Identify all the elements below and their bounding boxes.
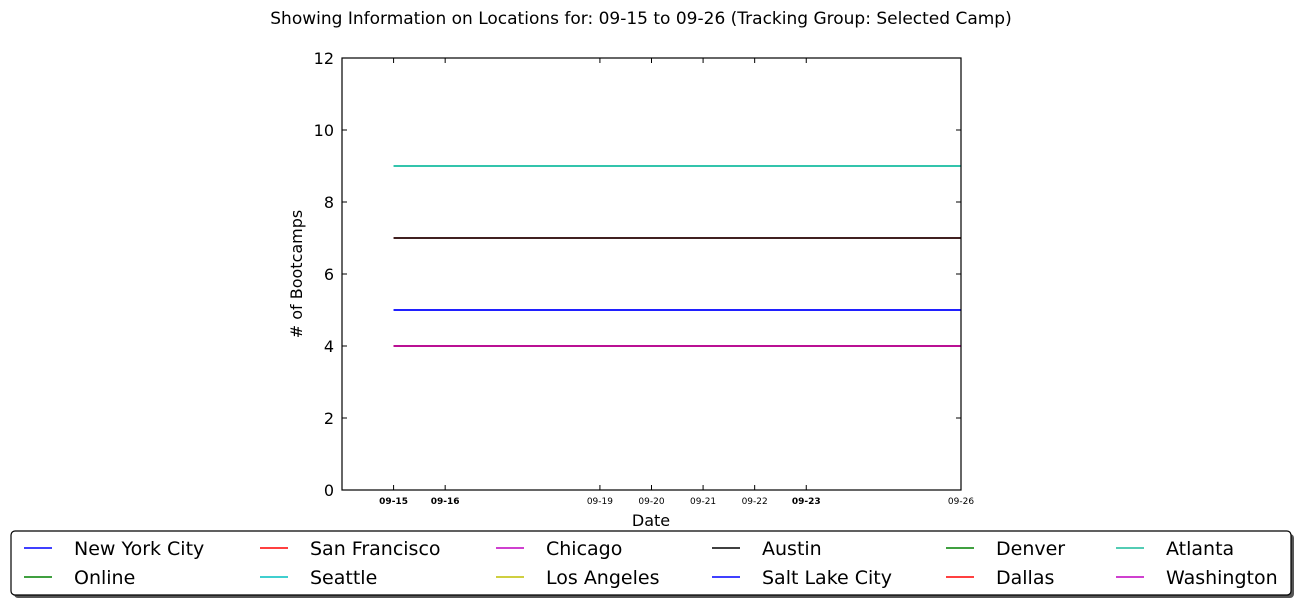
- chart-title: Showing Information on Locations for: 09…: [270, 9, 1011, 29]
- y-tick-label: 12: [314, 49, 334, 68]
- x-tick-label: 09-19: [587, 497, 613, 507]
- legend-label-denver: Denver: [996, 538, 1065, 560]
- legend-label-washington: Washington: [1166, 567, 1278, 589]
- legend-label-new-york-city: New York City: [74, 538, 204, 560]
- x-tick-label: 09-20: [638, 497, 664, 507]
- legend-label-online: Online: [74, 567, 135, 589]
- legend-label-seattle: Seattle: [310, 567, 377, 589]
- y-tick-label: 6: [324, 265, 334, 284]
- y-tick-label: 2: [324, 409, 334, 428]
- y-tick-label: 0: [324, 481, 334, 500]
- y-tick-label: 10: [314, 121, 334, 140]
- x-tick-label: 09-21: [690, 497, 716, 507]
- legend-box: [10, 530, 1292, 596]
- legend: New York City Online San Francisco Seattle C…: [24, 538, 1278, 589]
- y-axis-ticks: 0 2 4 6 8 10 12: [314, 49, 961, 500]
- legend-label-dallas: Dallas: [996, 567, 1054, 589]
- legend-label-chicago: Chicago: [546, 538, 622, 560]
- plot-frame: [341, 57, 962, 491]
- x-tick-label: 09-23: [792, 497, 821, 507]
- x-tick-label: 09-22: [742, 497, 768, 507]
- y-axis-label: # of Bootcamps: [287, 210, 306, 339]
- legend-label-los-angeles: Los Angeles: [546, 567, 659, 589]
- x-axis-label: Date: [632, 511, 670, 530]
- x-tick-label: 09-15: [379, 497, 408, 507]
- legend-label-atlanta: Atlanta: [1166, 538, 1234, 560]
- series-lines: [393, 165, 961, 347]
- plot-area: [342, 58, 961, 490]
- x-tick-label: 09-16: [431, 497, 460, 507]
- legend-label-san-francisco: San Francisco: [310, 538, 441, 560]
- x-tick-label: 09-26: [948, 497, 974, 507]
- y-tick-label: 8: [324, 193, 334, 212]
- legend-label-salt-lake-city: Salt Lake City: [762, 567, 892, 589]
- legend-label-austin: Austin: [762, 538, 822, 560]
- y-tick-label: 4: [324, 337, 334, 356]
- x-axis-ticks: 09-15 09-16 09-19 09-20 09-21 09-22 09-23 09-26: [379, 58, 974, 507]
